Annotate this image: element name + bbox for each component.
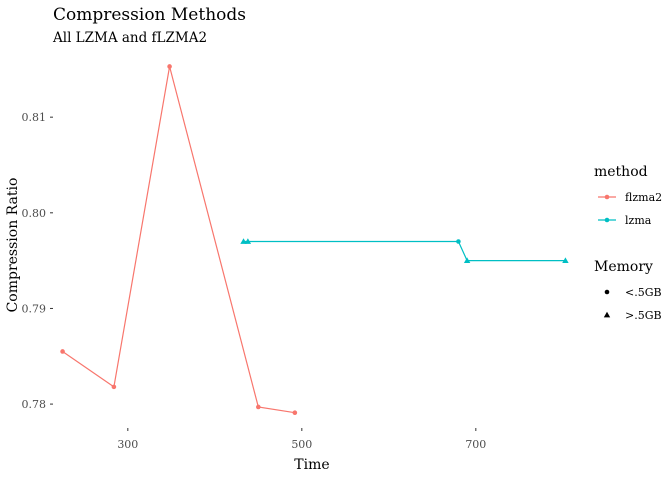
data-point-flzma2 xyxy=(167,64,172,69)
data-point-lzma xyxy=(456,239,461,244)
data-point-lzma xyxy=(463,257,471,264)
legend-item-label: >.5GB xyxy=(625,309,662,322)
y-tick-label: 0.78 xyxy=(22,398,47,411)
data-point-flzma2 xyxy=(256,404,261,410)
y-axis-label: Compression Ratio xyxy=(5,178,21,313)
legend-item-label: lzma xyxy=(625,214,652,227)
data-point-flzma2 xyxy=(111,384,117,390)
data-point-flzma2 xyxy=(60,349,65,354)
legend: method flzma2 lzma Memory <.5GB >.5GB xyxy=(594,164,662,322)
legend-item-label: <.5GB xyxy=(625,286,662,299)
data-point-lzma xyxy=(244,238,252,244)
legend-title: Memory xyxy=(594,259,653,275)
series-line-flzma2 xyxy=(62,66,295,414)
x-tick-label: 500 xyxy=(291,438,312,451)
legend-key-marker xyxy=(604,217,610,223)
chart-subtitle: All LZMA and fLZMA2 xyxy=(52,30,207,46)
legend-key-marker xyxy=(603,311,611,318)
data-point-lzma xyxy=(240,238,247,244)
legend-key-marker xyxy=(604,194,610,200)
x-tick-label: 700 xyxy=(465,438,486,451)
legend-item-label: flzma2 xyxy=(625,191,662,204)
axes: 0.78 0.79 0.80 0.81 300 500 700 xyxy=(22,111,487,451)
x-axis-label: Time xyxy=(294,457,329,473)
series-line-lzma xyxy=(243,240,566,262)
data-point-flzma2 xyxy=(292,410,298,415)
legend-key-marker xyxy=(604,289,610,295)
y-tick-label: 0.80 xyxy=(22,207,47,220)
y-tick-label: 0.79 xyxy=(22,302,47,315)
legend-title: method xyxy=(594,164,648,180)
chart-title: Compression Methods xyxy=(53,5,246,25)
data-series xyxy=(60,64,569,415)
y-tick-label: 0.81 xyxy=(22,111,47,124)
x-tick-label: 300 xyxy=(117,438,138,451)
data-point-lzma xyxy=(562,257,569,264)
